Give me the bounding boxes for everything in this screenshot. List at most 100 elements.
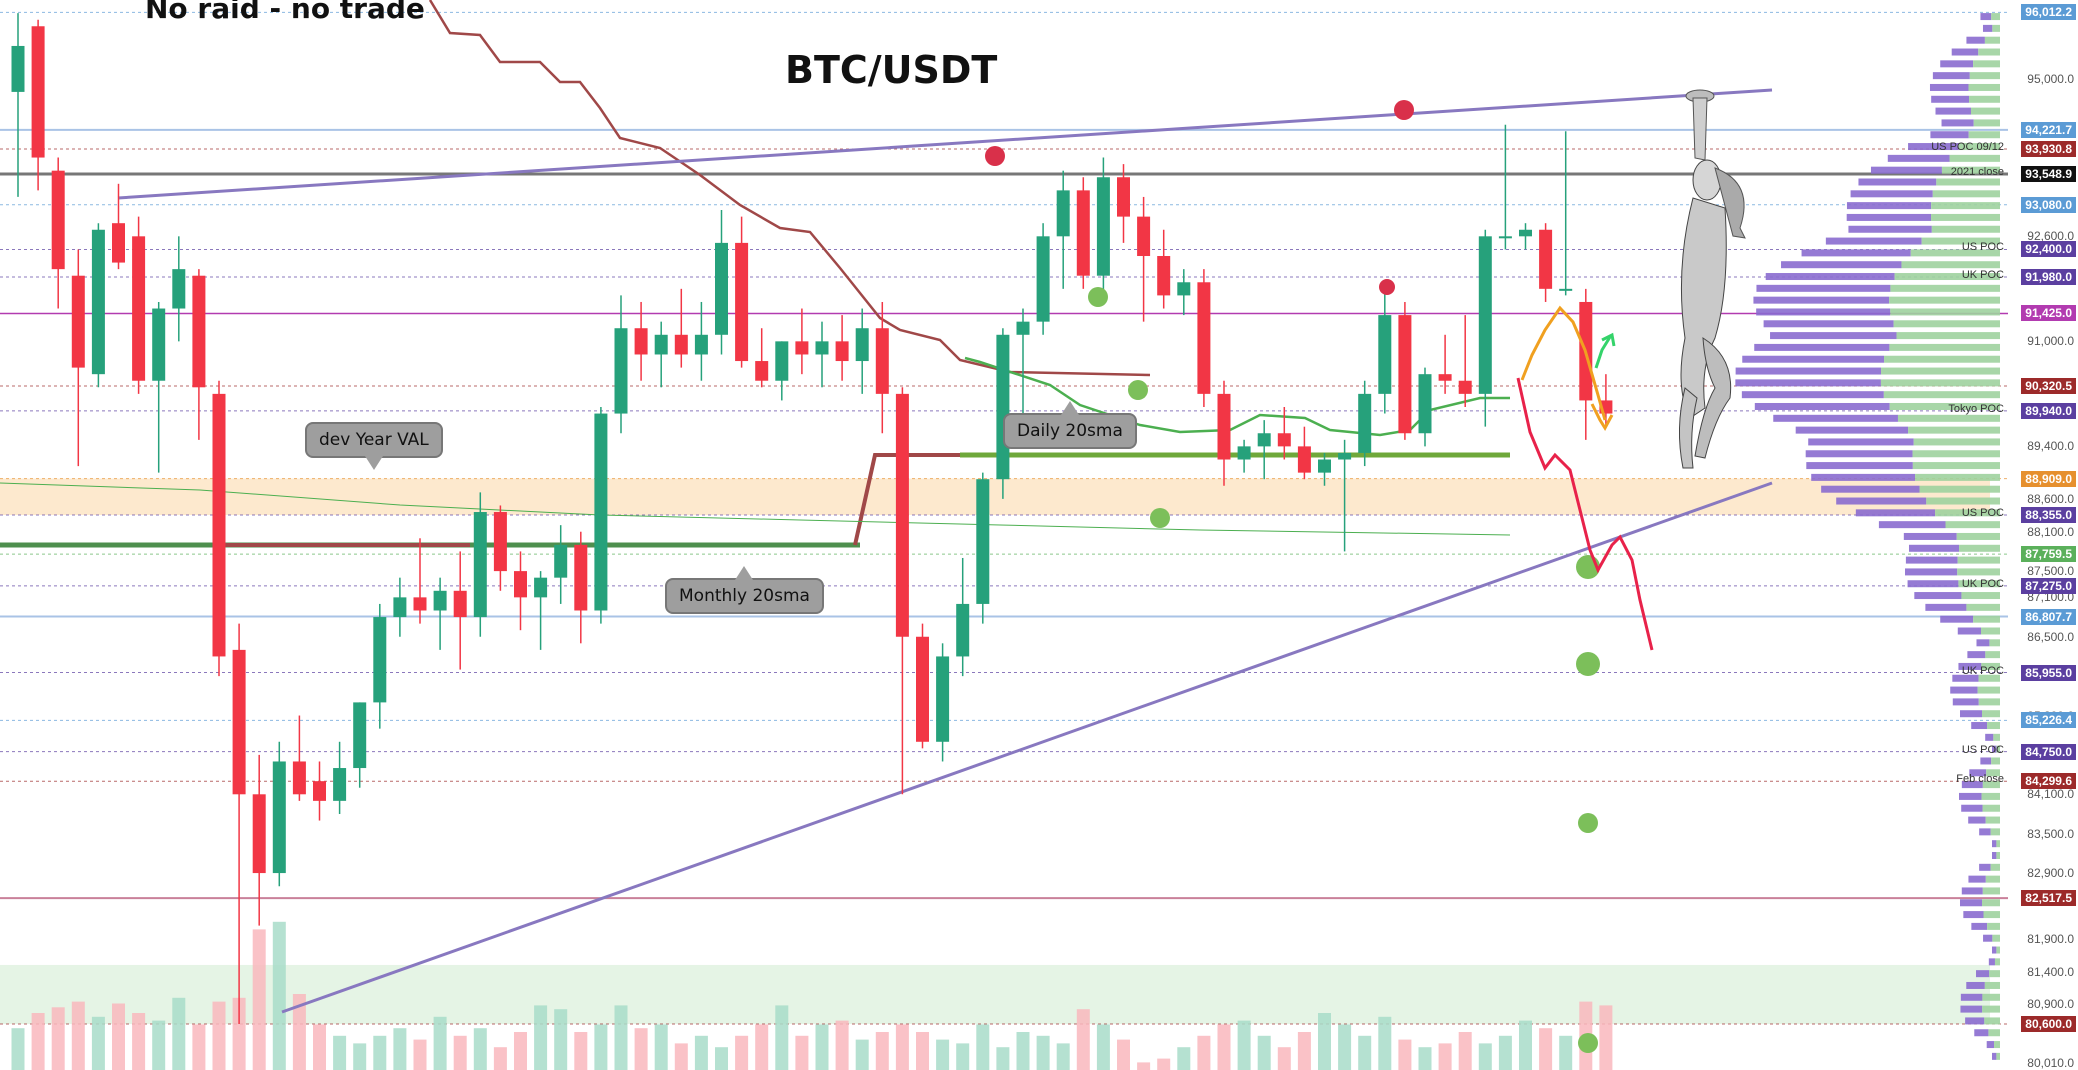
volume-profile-bar — [1958, 143, 2000, 151]
volume-profile-bar — [1883, 391, 2000, 399]
volume-profile-bar — [1982, 781, 2000, 789]
signal-marker — [1379, 279, 1395, 295]
price-axis-tick: 92,600.0 — [2027, 229, 2074, 244]
price-level-badge: 90,320.5 — [2021, 377, 2076, 394]
volume-profile-bar — [1765, 273, 1895, 281]
price-axis: 95,000.0 92,600.0 91,000.0 89,400.0 88,600.0… — [2008, 0, 2078, 1070]
volume-profile-bar — [1846, 213, 1932, 221]
volume-bar — [1458, 1032, 1472, 1070]
volume-profile-bar — [1932, 190, 2000, 198]
volume-profile-bar — [1992, 745, 1997, 753]
candle-body — [493, 512, 507, 572]
monthly-sma-segment — [853, 453, 960, 546]
volume-bar — [292, 994, 306, 1070]
volume-profile-bar — [1986, 1041, 1995, 1049]
candle-body — [433, 590, 447, 611]
volume-profile-bar — [1753, 296, 1890, 304]
volume-profile-bar — [1980, 627, 2000, 635]
volume-profile-bar — [1966, 603, 2000, 611]
volume-profile-bar — [1915, 473, 2000, 481]
volume-profile-bar — [1941, 119, 1974, 127]
price-level-label: Feb close — [1956, 773, 2004, 786]
volume-bar — [1096, 1024, 1110, 1070]
candle-body — [895, 393, 909, 637]
volume-profile-bar — [1858, 178, 1937, 186]
volume-profile-bar — [1984, 981, 2000, 989]
volume-bar — [373, 1035, 387, 1070]
price-axis-tick: 91,000.0 — [2027, 334, 2074, 349]
volume-profile-bar — [1957, 568, 2000, 576]
volume-profile-bar — [1896, 332, 2000, 340]
candle-body — [1277, 433, 1291, 447]
candle-body — [996, 334, 1010, 480]
volume-profile-bar — [1848, 225, 1932, 233]
volume-profile-bar — [1961, 804, 1983, 812]
candle-body — [594, 413, 608, 611]
volume-bar — [272, 921, 286, 1070]
volume-bar — [393, 1028, 407, 1070]
volume-profile-bar — [1984, 36, 2000, 44]
price-level-badge: 85,226.4 — [2021, 712, 2076, 729]
price-level-badge: 91,980.0 — [2021, 269, 2076, 286]
price-axis-tick: 86,500.0 — [2027, 629, 2074, 644]
volume-profile-bar — [1884, 355, 2000, 363]
volume-profile-bar — [1982, 710, 2000, 718]
candle-body — [232, 649, 246, 795]
volume-profile-bar — [1905, 568, 1958, 576]
volume-profile-bar — [1980, 13, 1992, 21]
candle-body — [71, 275, 85, 368]
volume-bar — [91, 1016, 105, 1070]
volume-profile-bar — [1979, 863, 1991, 871]
volume-profile-bar — [1988, 958, 1995, 966]
volume-profile-bar — [1908, 143, 1959, 151]
volume-profile-bar — [1987, 722, 2000, 730]
candle-body — [694, 334, 708, 355]
volume-profile-bar — [1930, 131, 1969, 139]
volume-bar — [815, 1024, 829, 1070]
volume-profile-bar — [1940, 60, 1974, 68]
volume-profile-bar — [1985, 816, 2000, 824]
candle-body — [1076, 190, 1090, 276]
volume-bar — [1398, 1039, 1412, 1070]
price-level-label: US POC — [1961, 506, 2004, 519]
volume-profile-bar — [1931, 213, 2000, 221]
candle-body — [815, 341, 829, 355]
price-axis-tick: 80,010.0 — [2027, 1055, 2074, 1070]
volume-profile-bar — [1963, 911, 1984, 919]
volume-profile-bar — [1763, 320, 1894, 328]
volume-bar — [715, 1047, 728, 1070]
volume-bar — [956, 1043, 970, 1070]
volume-profile-bar — [1773, 414, 1898, 422]
orange-projection-path — [1520, 305, 1607, 421]
volume-profile-bar — [1941, 166, 2000, 174]
volume-profile-bar — [1996, 946, 2000, 954]
candle-body — [755, 361, 769, 381]
volume-bar — [413, 1039, 427, 1070]
volume-bar — [353, 1043, 367, 1070]
volume-profile-bar — [1968, 816, 1986, 824]
candle-body — [534, 577, 548, 598]
volume-bar — [1157, 1058, 1171, 1070]
green-arrow-head — [1601, 332, 1616, 347]
volume-profile-bar — [1960, 899, 1983, 907]
volume-profile-bar — [1959, 792, 1982, 800]
volume-profile-bar — [1912, 462, 2000, 470]
price-axis-tick: 95,000.0 — [2027, 71, 2074, 86]
volume-profile-bar — [1952, 698, 1979, 706]
volume-profile-bar — [1914, 592, 1962, 600]
volume-profile-bar — [1993, 733, 2000, 741]
volume-bar — [976, 1024, 990, 1070]
price-level-badge: 96,012.2 — [2021, 4, 2076, 21]
signal-marker — [1394, 100, 1414, 120]
volume-profile-bar — [1982, 887, 2000, 895]
volume-profile-bar — [1976, 970, 1990, 978]
candle-body — [192, 275, 206, 388]
volume-profile-bar — [1992, 840, 1997, 848]
volume-profile-bar — [1735, 379, 1881, 387]
volume-bar — [1498, 1035, 1512, 1070]
candle-body — [1096, 177, 1110, 276]
signal-marker — [1150, 508, 1170, 528]
candle-body — [1358, 393, 1372, 453]
volume-profile-bar — [1961, 781, 1983, 789]
volume-profile-bar — [1981, 662, 2000, 670]
